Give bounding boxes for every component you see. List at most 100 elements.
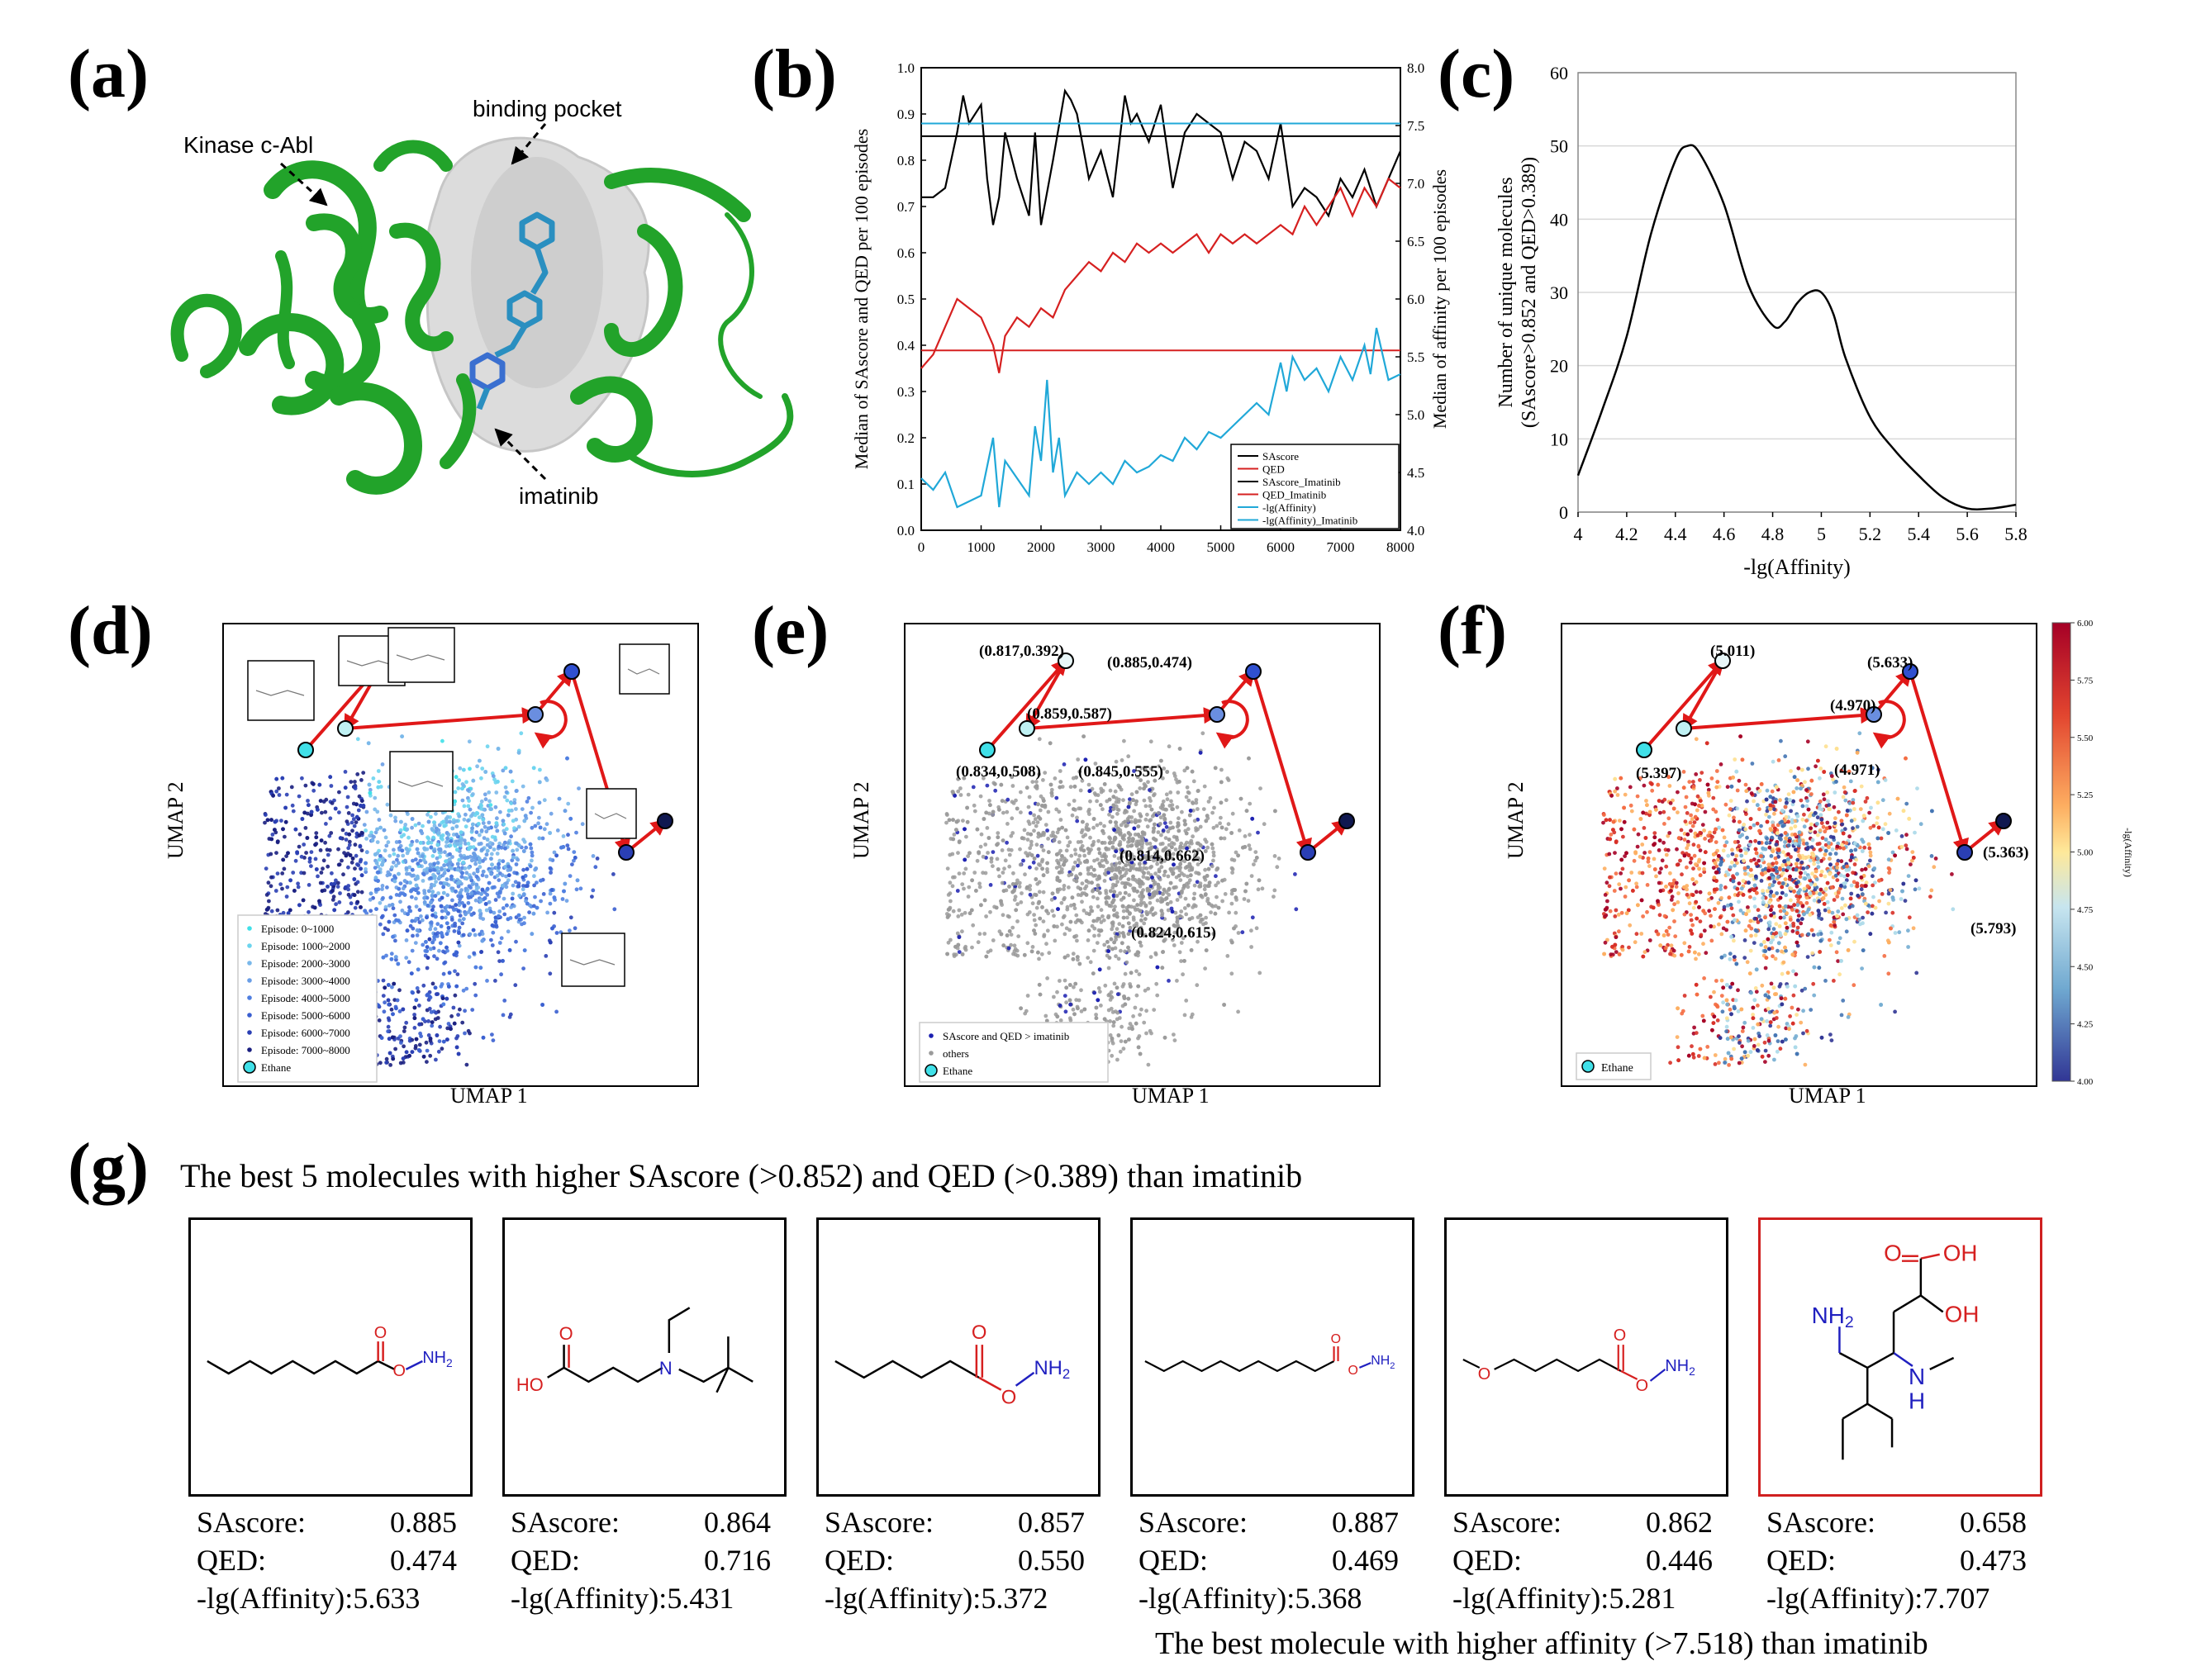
umap-e-point bbox=[977, 881, 982, 886]
umap-d-point bbox=[441, 819, 446, 824]
umap-f-point bbox=[1740, 1044, 1744, 1049]
umap-e-point bbox=[1145, 812, 1149, 817]
umap-d-legend-marker bbox=[247, 943, 252, 948]
umap-d-point bbox=[307, 883, 311, 887]
umap-d-point bbox=[508, 867, 512, 872]
umap-d-point bbox=[451, 1005, 456, 1010]
umap-e-point bbox=[1137, 867, 1142, 872]
umap-e-point bbox=[1108, 1033, 1113, 1037]
umap-d-point bbox=[359, 830, 364, 835]
umap-d-point bbox=[364, 870, 368, 875]
umap-d-point bbox=[331, 895, 336, 899]
umap-d-point bbox=[512, 798, 517, 802]
umap-e-point bbox=[1069, 903, 1073, 908]
umap-d-point bbox=[428, 868, 433, 873]
umap-e-point bbox=[988, 883, 993, 887]
umap-d-point bbox=[491, 885, 496, 890]
umap-d-point bbox=[487, 790, 492, 795]
umap-d-point bbox=[354, 820, 359, 824]
umap-d-point bbox=[337, 810, 341, 814]
umap-f-point bbox=[1675, 847, 1679, 852]
umap-d-point bbox=[506, 841, 511, 845]
umap-e-point bbox=[1109, 1006, 1114, 1011]
umap-e-point bbox=[1108, 889, 1113, 894]
umap-d-point bbox=[544, 954, 549, 958]
umap-d-point bbox=[413, 941, 418, 945]
umap-d-point bbox=[364, 828, 368, 833]
umap-d-point bbox=[384, 843, 389, 848]
umap-d-point bbox=[391, 906, 396, 911]
umap-d-point bbox=[386, 1016, 391, 1021]
umap-d-point bbox=[323, 809, 328, 814]
umap-e-point bbox=[1040, 857, 1045, 862]
umap-e-point bbox=[1191, 801, 1196, 805]
umap-e-point bbox=[1116, 1033, 1121, 1037]
umap-d-point bbox=[442, 881, 447, 885]
umap-e-point bbox=[1129, 819, 1134, 824]
umap-e-point bbox=[1161, 776, 1165, 781]
umap-e-point bbox=[945, 952, 949, 956]
umap-e-point bbox=[1045, 928, 1050, 933]
umap-e-point bbox=[1041, 848, 1046, 852]
umap-e-point bbox=[1243, 834, 1248, 838]
umap-e-point bbox=[1213, 911, 1218, 916]
umap-e-point bbox=[1091, 867, 1096, 872]
umap-e-point bbox=[1229, 971, 1234, 976]
umap-e-point bbox=[1103, 857, 1108, 862]
umap-e-point bbox=[1083, 757, 1088, 762]
umap-d-point bbox=[461, 767, 466, 772]
umap-f-point bbox=[1748, 825, 1752, 830]
umap-e-point bbox=[1038, 916, 1043, 921]
umap-e-point bbox=[1089, 865, 1094, 870]
umap-d-point bbox=[463, 912, 468, 917]
umap-f-point bbox=[1897, 930, 1902, 935]
umap-f-point bbox=[1823, 842, 1828, 847]
umap-f-point bbox=[1767, 814, 1771, 819]
umap-d-point bbox=[324, 822, 328, 826]
umap-d-point bbox=[425, 966, 430, 971]
umap-e-point bbox=[1013, 895, 1018, 899]
umap-e-point bbox=[1114, 820, 1118, 824]
umap-e-point bbox=[1155, 993, 1160, 998]
umap-d-point bbox=[419, 914, 423, 918]
umap-d-point bbox=[434, 1010, 439, 1015]
umap-d-point bbox=[493, 804, 498, 809]
umap-d-point bbox=[267, 899, 271, 904]
umap-d-point bbox=[440, 909, 444, 914]
umap-d-point bbox=[402, 1029, 406, 1033]
umap-d-point bbox=[428, 1053, 433, 1058]
umap-f-point bbox=[1842, 827, 1847, 832]
umap-d-point bbox=[549, 871, 553, 875]
umap-e-point bbox=[1234, 895, 1238, 900]
umap-e-point bbox=[1102, 854, 1106, 858]
umap-d-trajectory-arrow bbox=[625, 819, 668, 854]
umap-e-point bbox=[1112, 854, 1117, 858]
umap-d-point bbox=[460, 871, 464, 876]
umap-f-point bbox=[1818, 873, 1823, 878]
umap-d-point bbox=[565, 843, 570, 847]
umap-d-point bbox=[316, 807, 320, 812]
umap-d-point bbox=[414, 916, 419, 921]
umap-d-point bbox=[269, 875, 273, 880]
umap-d-point bbox=[269, 884, 273, 889]
umap-d-point bbox=[429, 899, 434, 904]
chart-b-xtick-label: 5000 bbox=[1207, 539, 1235, 555]
umap-d-point bbox=[506, 873, 511, 878]
umap-d-point bbox=[516, 884, 521, 889]
umap-d-point bbox=[525, 901, 530, 906]
umap-e-point bbox=[1005, 840, 1009, 845]
umap-d-point bbox=[383, 835, 388, 840]
umap-d-point bbox=[329, 882, 334, 886]
umap-f-point bbox=[1821, 824, 1826, 829]
umap-d-point bbox=[566, 833, 570, 838]
umap-d-point bbox=[304, 851, 308, 855]
umap-e-point bbox=[1092, 933, 1096, 938]
umap-d-point bbox=[429, 947, 433, 952]
umap-d-point bbox=[334, 902, 338, 907]
umap-e-point bbox=[1242, 897, 1247, 901]
umap-d-point bbox=[425, 904, 430, 908]
umap-d-point bbox=[430, 981, 435, 986]
umap-d-point bbox=[442, 823, 447, 828]
umap-e-point bbox=[1126, 831, 1131, 835]
chart-c-xtick-label: 5 bbox=[1817, 524, 1826, 544]
